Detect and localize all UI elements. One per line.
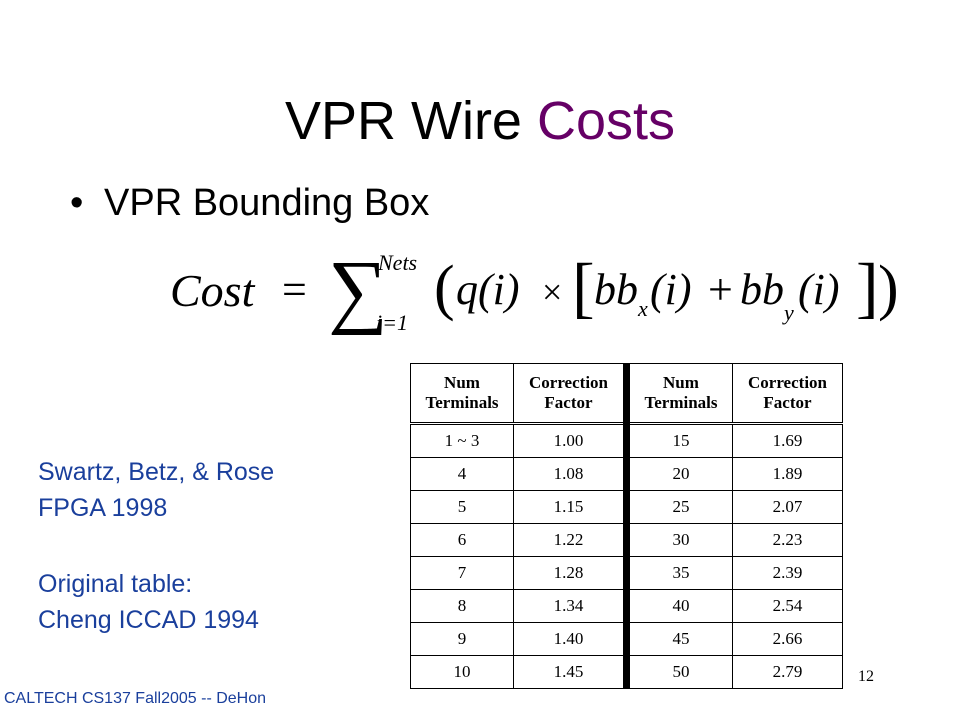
table-cell: 1.15 (513, 490, 627, 524)
table-cell: 2.66 (732, 622, 843, 656)
table-cell: 1.45 (513, 655, 627, 689)
formula-rparen: ) (878, 254, 899, 322)
citation-line: Original table: (38, 570, 193, 598)
table-cell: 1.08 (513, 457, 627, 491)
formula-lparen: ( (434, 254, 455, 322)
citation-line: FPGA 1998 (38, 494, 168, 522)
table-cell: 25 (622, 490, 734, 524)
table-cell: 20 (622, 457, 734, 491)
bullet-marker: • (70, 182, 84, 224)
page-number: 12 (858, 668, 874, 685)
header-correction-factor: Correction Factor (513, 363, 627, 425)
citation-line: Swartz, Betz, & Rose (38, 458, 275, 486)
table-header-row: Num Terminals Correction Factor Num Termina… (409, 363, 843, 425)
title-part1: VPR Wire (284, 91, 537, 151)
formula-cost: Cost (170, 265, 256, 316)
table-row: 7 1.28 35 2.39 (409, 556, 843, 590)
correction-factor-table: Num Terminals Correction Factor Num Termina… (409, 363, 843, 689)
formula-rbracket: ] (856, 249, 879, 325)
formula-bby: bb (740, 265, 784, 314)
table-cell: 7 (409, 556, 515, 590)
table-cell: 35 (622, 556, 734, 590)
table-cell: 1.28 (513, 556, 627, 590)
table-cell: 1.40 (513, 622, 627, 656)
formula-sigma: ∑ (328, 244, 388, 335)
header-num-terminals: Num Terminals (622, 363, 734, 425)
formula-svg: Cost = ∑ Nets i=1 ( q(i) × [ bb x (i) + … (170, 244, 899, 337)
table-cell: 40 (622, 589, 734, 623)
formula-times: × (542, 272, 562, 312)
table-cell: 4 (409, 457, 515, 491)
table-row: 6 1.22 30 2.23 (409, 523, 843, 557)
slide-title: VPR Wire Costs (0, 90, 960, 152)
table-cell: 5 (409, 490, 515, 524)
header-num-terminals: Num Terminals (409, 363, 515, 425)
table-cell: 2.54 (732, 589, 843, 623)
formula-bby-sub: y (782, 300, 794, 325)
table-cell: 15 (622, 423, 734, 458)
formula-lbracket: [ (572, 249, 595, 325)
table-cell: 50 (622, 655, 734, 689)
formula-sum-lower: i=1 (376, 310, 408, 335)
table-row: 4 1.08 20 1.89 (409, 457, 843, 491)
table-cell: 1 ~ 3 (409, 423, 515, 458)
table-cell: 1.22 (513, 523, 627, 557)
table-cell: 1.89 (732, 457, 843, 491)
table-cell: 1.00 (513, 423, 627, 458)
table-row: 5 1.15 25 2.07 (409, 490, 843, 524)
table-cell: 1.34 (513, 589, 627, 623)
table-cell: 9 (409, 622, 515, 656)
citation-cheng: Original table: Cheng ICCAD 1994 (38, 566, 259, 638)
table-cell: 8 (409, 589, 515, 623)
table-cell: 2.23 (732, 523, 843, 557)
formula-bbx: bb (594, 265, 638, 314)
citation-swartz: Swartz, Betz, & Rose FPGA 1998 (38, 454, 274, 526)
table-row: 9 1.40 45 2.66 (409, 622, 843, 656)
footer-text: CALTECH CS137 Fall2005 -- DeHon (4, 690, 267, 707)
formula-q: q(i) (456, 265, 520, 314)
table-row: 1 ~ 3 1.00 15 1.69 (409, 423, 843, 458)
formula-sum-upper: Nets (377, 250, 417, 275)
table-cell: 30 (622, 523, 734, 557)
table-cell: 2.79 (732, 655, 843, 689)
table-cell: 6 (409, 523, 515, 557)
title-accent: Costs (536, 91, 676, 151)
bullet-item: • VPR Bounding Box (70, 182, 429, 225)
table-cell: 45 (622, 622, 734, 656)
header-correction-factor: Correction Factor (732, 363, 843, 425)
formula-equals: = (282, 265, 307, 314)
citation-line: Cheng ICCAD 1994 (38, 606, 259, 634)
table-cell: 10 (409, 655, 515, 689)
formula-plus: + (708, 265, 733, 314)
bullet-text: VPR Bounding Box (104, 182, 430, 224)
cost-formula: Cost = ∑ Nets i=1 ( q(i) × [ bb x (i) + … (170, 240, 900, 337)
formula-bby-arg: (i) (798, 265, 840, 314)
formula-bbx-sub: x (637, 296, 648, 321)
table-row: 10 1.45 50 2.79 (409, 655, 843, 689)
table-cell: 2.07 (732, 490, 843, 524)
table-cell: 1.69 (732, 423, 843, 458)
table-row: 8 1.34 40 2.54 (409, 589, 843, 623)
table-cell: 2.39 (732, 556, 843, 590)
formula-bbx-arg: (i) (650, 265, 692, 314)
